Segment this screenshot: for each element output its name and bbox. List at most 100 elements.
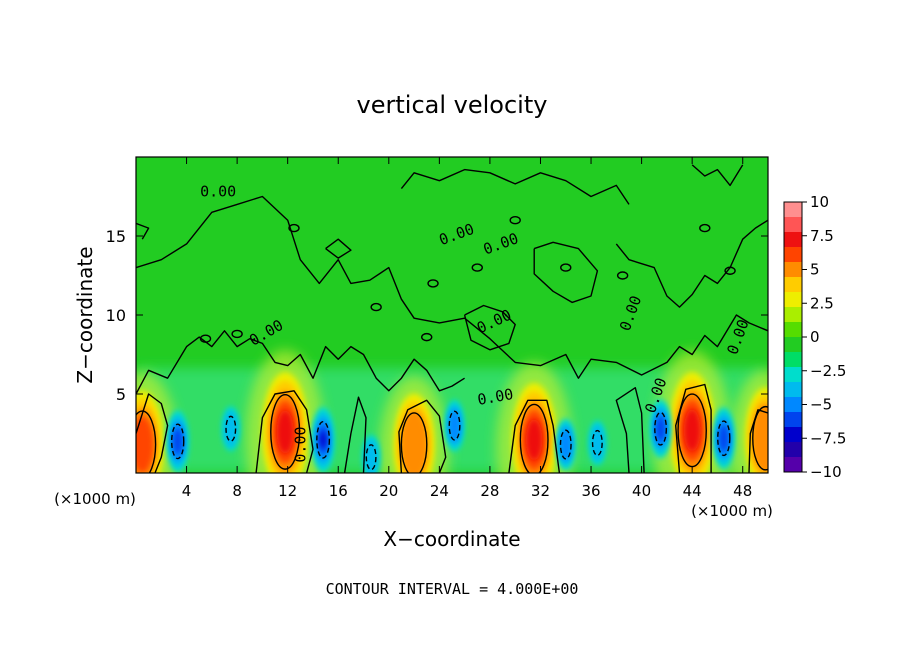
downdraft-contour [170,423,185,460]
colorbar-label: −5 [810,396,832,414]
small-contour [616,271,629,280]
zero-contour [136,195,768,379]
x-tick-label: 32 [531,482,550,500]
contour-label: 0.00 [200,183,236,201]
zero-contour [748,409,768,473]
colorbar-swatch [784,412,802,428]
small-contour [471,263,483,272]
x-tick-label: 40 [632,482,651,500]
colorbar-swatch [784,202,802,218]
zero-contour [398,399,447,473]
small-contour [560,263,572,272]
zero-contour [533,241,599,304]
x-axis: 4 8 12 16 20 24 28 32 36 40 44 48 [182,157,752,500]
small-contour [427,279,439,288]
colorbar-swatch [784,232,802,248]
downdraft-contour [225,415,237,442]
colorbar-swatch [784,307,802,323]
small-contour [288,223,300,233]
downdraft-core [719,425,729,452]
zero-contour [136,222,150,240]
small-contour [199,334,212,343]
chart-title: vertical velocity [357,91,548,119]
downdraft-contour [591,429,603,457]
y-axis: 5 10 15 [106,227,768,404]
small-contour [370,302,382,312]
x-unit-right: (×1000 m) [691,502,773,520]
colorbar-swatch [784,292,802,308]
colorbar-label: 7.5 [810,227,834,245]
updraft-core [400,409,429,473]
colorbar-label: −10 [810,463,842,481]
colorbar-swatch [784,337,802,353]
y-tick-label: 5 [116,385,126,404]
colorbar-label: 0 [810,328,820,346]
downdraft-contour [717,420,731,457]
colorbar-label: 5 [810,261,820,279]
updraft-core [683,409,701,452]
small-contour [421,332,433,342]
y-axis-label: Z−coordinate [73,246,97,383]
x-tick-label: 36 [581,482,600,500]
contour-label: 0.00 [476,385,515,409]
colorbar-swatch [784,382,802,398]
updraft-core [751,403,768,473]
colorbar-swatch [784,217,802,233]
updraft-contour [270,394,301,470]
downdraft-core [320,431,326,448]
zero-contour [675,383,712,473]
plot-area: 0.000.00 0.000.00 0.000.000.000.000.000.00 [136,157,768,473]
x-tick-label: 20 [379,482,398,500]
zero-contour [508,399,561,473]
colorbar-swatch [784,367,802,383]
small-contour [699,223,711,233]
zero-contour [136,393,169,473]
y-tick-label: 10 [106,306,126,325]
zero-contour [325,238,352,259]
colorbar-swatch [784,397,802,413]
x-tick-label: 16 [329,482,348,500]
x-tick-label: 8 [232,482,242,500]
downdraft-core [559,428,572,461]
colorbar-swatch [784,322,802,338]
zero-contour [615,219,768,308]
downdraft-core [448,409,461,442]
zero-contour [136,330,465,395]
colorbar-swatch [784,457,802,473]
small-contour [724,266,736,275]
downdraft-core [173,428,183,455]
zero-contour [343,396,367,473]
x-tick-label: 44 [683,482,702,500]
x-tick-label: 12 [278,482,297,500]
colorbar-label: 2.5 [810,294,834,312]
colorbar-label: −7.5 [810,429,846,447]
zero-contour [615,387,645,473]
colorbar-label: −2.5 [810,362,846,380]
colorbar-swatch [784,427,802,443]
colorbar-swatch [784,247,802,263]
updraft-core [276,410,294,454]
x-tick-label: 28 [480,482,499,500]
downdraft-contour [316,420,331,459]
colorbar-label: 10 [810,193,829,211]
zero-contour [463,304,516,351]
updraft-contour [519,403,549,473]
contour-interval-note: CONTOUR INTERVAL = 4.000E+00 [326,580,579,598]
small-contour [231,329,243,339]
downdraft-contour [365,444,377,471]
colorbar-swatch [784,352,802,368]
contour-label: 0.00 [291,426,309,462]
x-tick-label: 4 [182,482,192,500]
contour-lines [136,164,768,473]
small-contour [509,215,521,225]
x-unit-left: (×1000 m) [54,490,136,508]
zero-contour [255,390,314,473]
updraft-contour [136,410,157,473]
updraft-contour [400,412,428,473]
zero-contour [691,164,744,187]
x-tick-label: 48 [733,482,752,500]
downdraft-contour [559,429,572,460]
updraft-core [136,416,154,473]
downdraft-contour [448,410,461,441]
x-axis-label: X−coordinate [383,527,520,551]
